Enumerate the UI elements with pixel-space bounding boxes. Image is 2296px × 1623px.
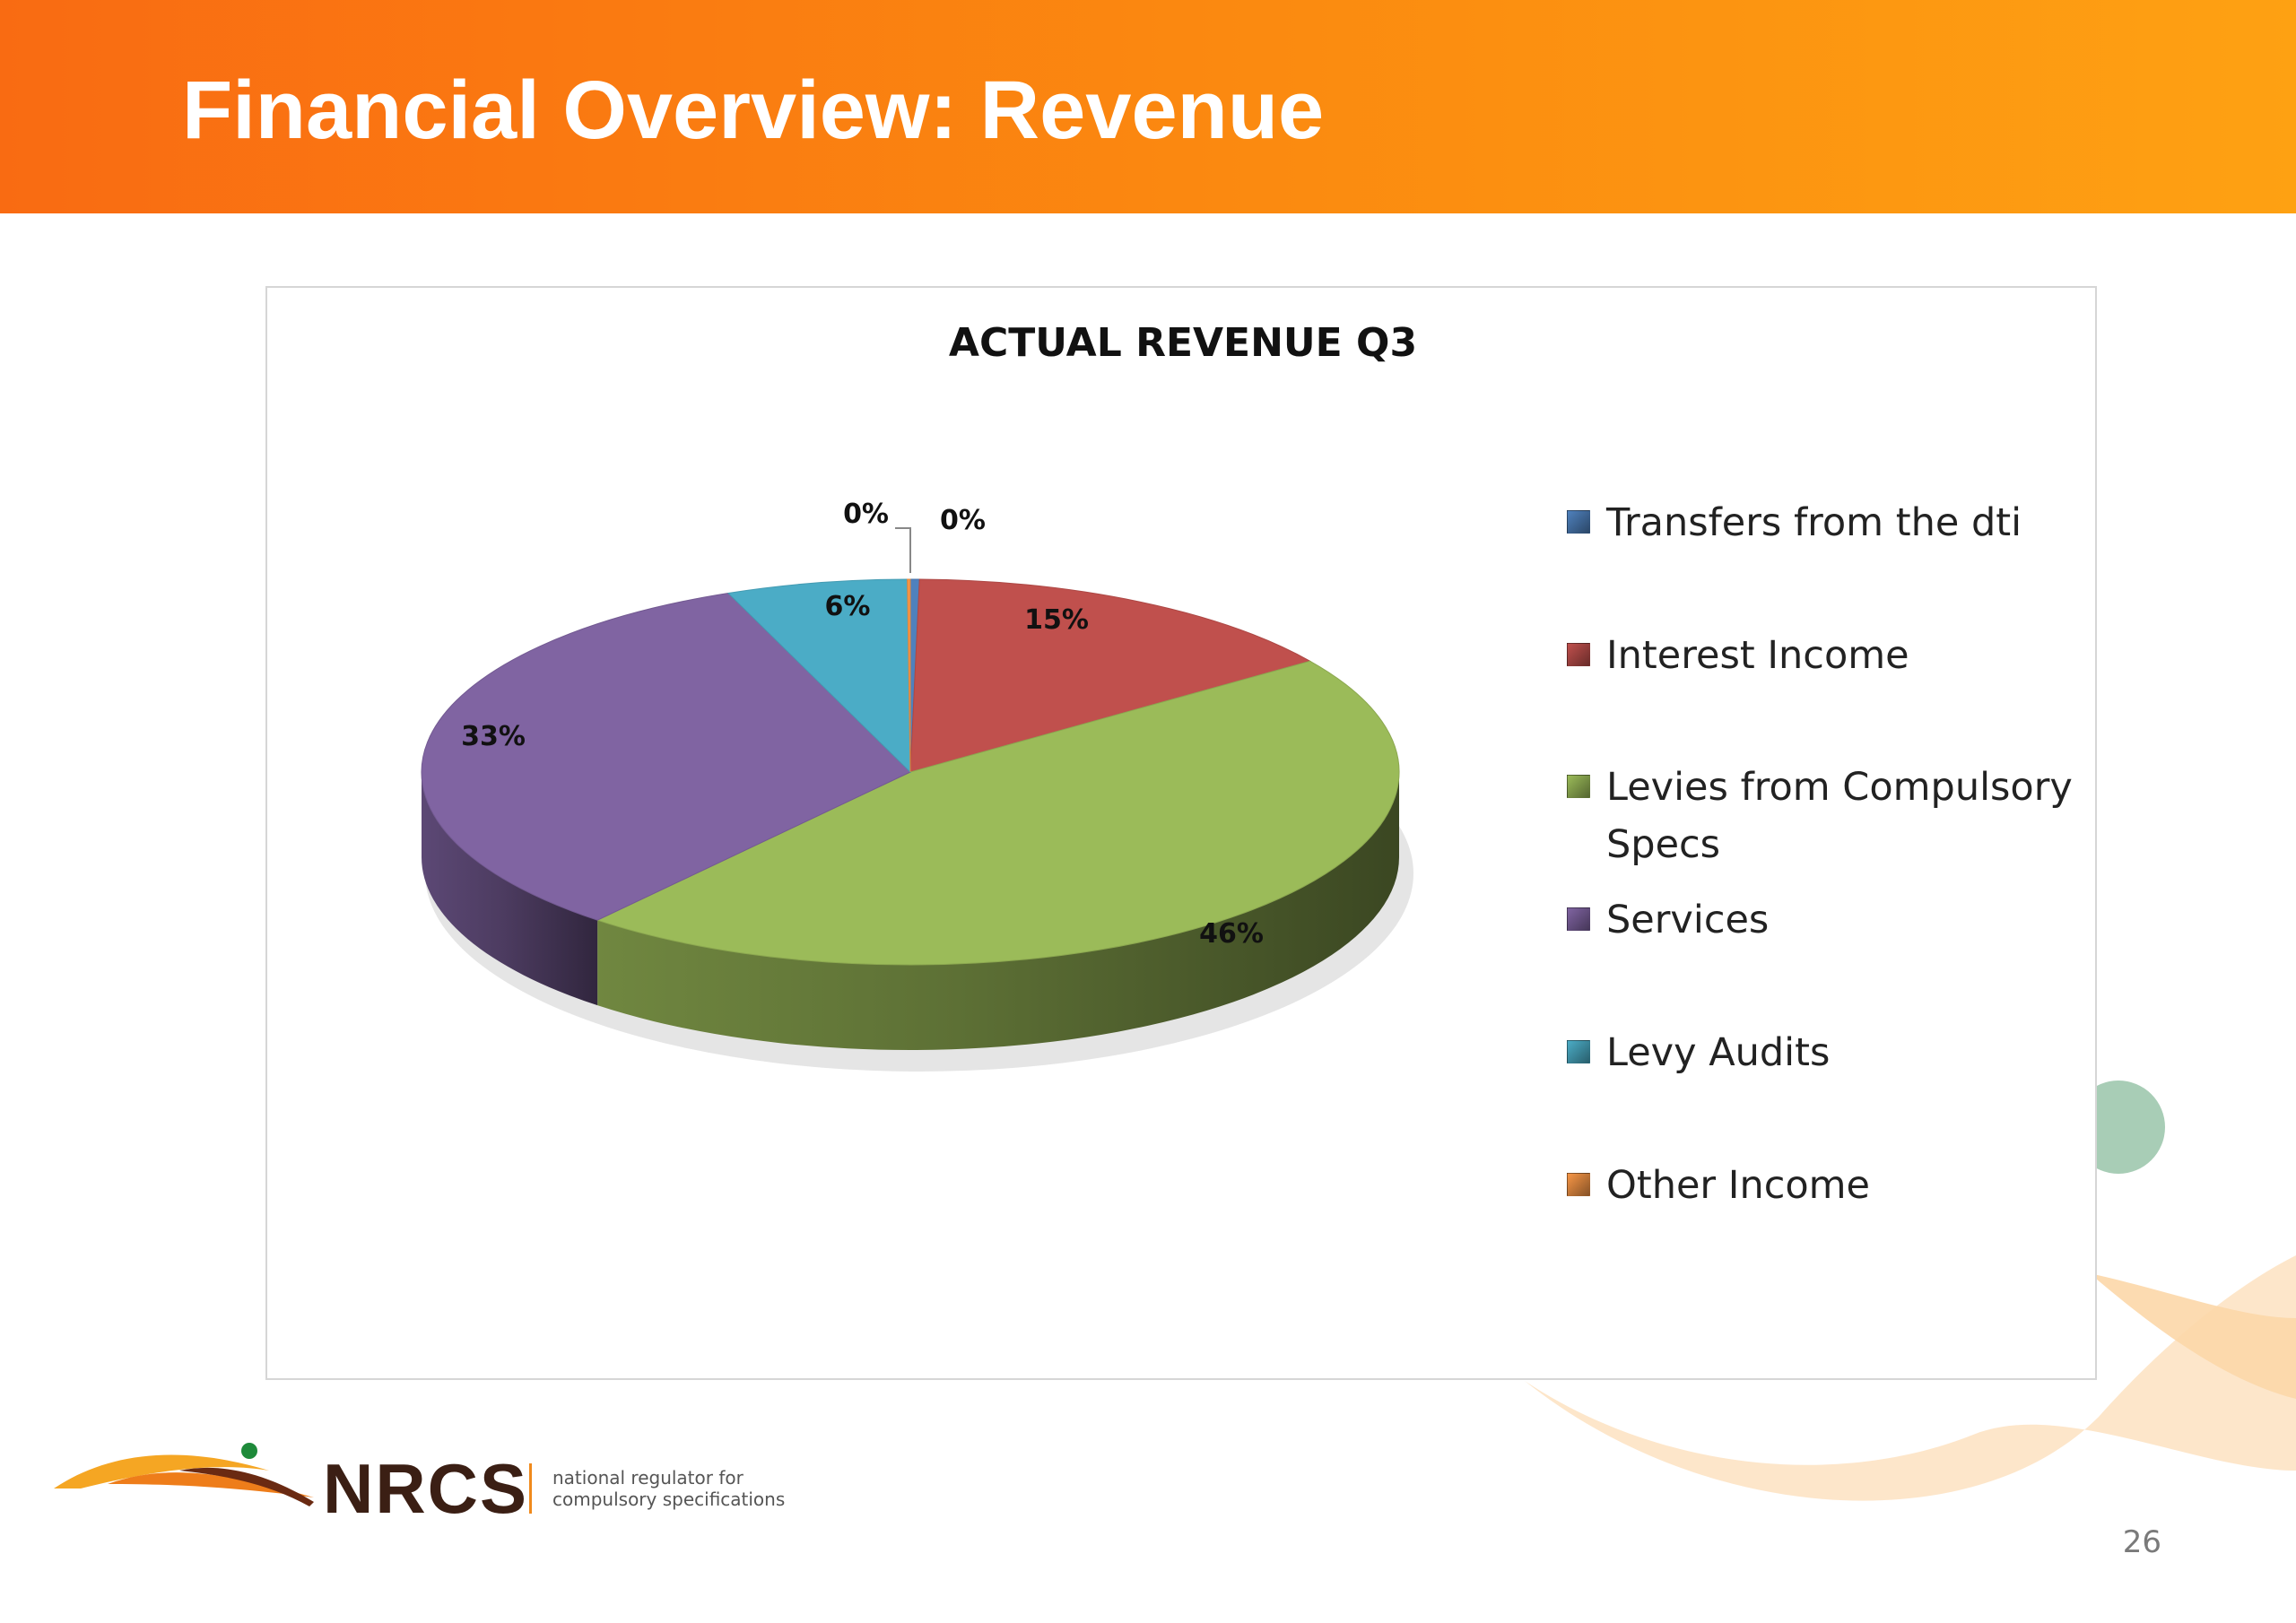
pie-slice-3 xyxy=(421,592,911,921)
legend-label: Levies from Compulsory Specs xyxy=(1606,765,2073,867)
pie-slice-4 xyxy=(726,578,911,774)
legend-label: Levy Audits xyxy=(1606,1030,1831,1075)
pie-slice-2 xyxy=(596,660,1400,966)
legend-label: Interest Income xyxy=(1606,633,1909,678)
chart-frame: ACTUAL REVENUE Q3 0% 15% 46% 33% 6% 0% Transf… xyxy=(265,286,2097,1380)
data-label-0: 0% xyxy=(940,505,986,536)
data-label-1: 15% xyxy=(1024,604,1089,636)
page-number: 26 xyxy=(2122,1524,2161,1560)
legend-swatch xyxy=(1567,510,1590,534)
data-label-4: 6% xyxy=(825,591,871,622)
legend-swatch xyxy=(1567,907,1590,931)
pie-slice-5 xyxy=(907,578,911,773)
chart-title: ACTUAL REVENUE Q3 xyxy=(948,320,1418,366)
leader-line xyxy=(895,527,911,573)
legend-swatch xyxy=(1567,1173,1590,1196)
legend-label: Other Income xyxy=(1606,1163,1870,1208)
nrcs-logo: NRCS national regulator for compulsory s… xyxy=(54,1435,825,1533)
title-banner xyxy=(0,0,2296,213)
legend-label: Transfers from the dti xyxy=(1606,500,2022,545)
logo-divider xyxy=(529,1463,532,1514)
pie-chart: 0% 15% 46% 33% 6% 0% xyxy=(421,499,1413,1072)
logo-tagline-line-1: national regulator for xyxy=(552,1467,744,1488)
data-label-2: 46% xyxy=(1199,918,1264,950)
slide-title: Financial Overview: Revenue xyxy=(182,65,1325,156)
logo-wordmark: NRCS xyxy=(323,1449,529,1528)
legend-swatch xyxy=(1567,775,1590,798)
logo-tagline: national regulator for compulsory specif… xyxy=(552,1467,822,1510)
legend-label: Services xyxy=(1606,898,1770,942)
data-label-3: 33% xyxy=(461,721,526,752)
logo-swoosh-icon xyxy=(54,1443,314,1506)
logo-tagline-line-2: compulsory specifications xyxy=(552,1488,786,1510)
pie-slice-1 xyxy=(909,578,1311,773)
data-label-5: 0% xyxy=(843,499,889,530)
legend-swatch xyxy=(1567,1040,1590,1063)
pie-side-2 xyxy=(597,772,1399,1050)
legend-swatch xyxy=(1567,643,1590,666)
pie-side-3 xyxy=(422,772,598,1006)
